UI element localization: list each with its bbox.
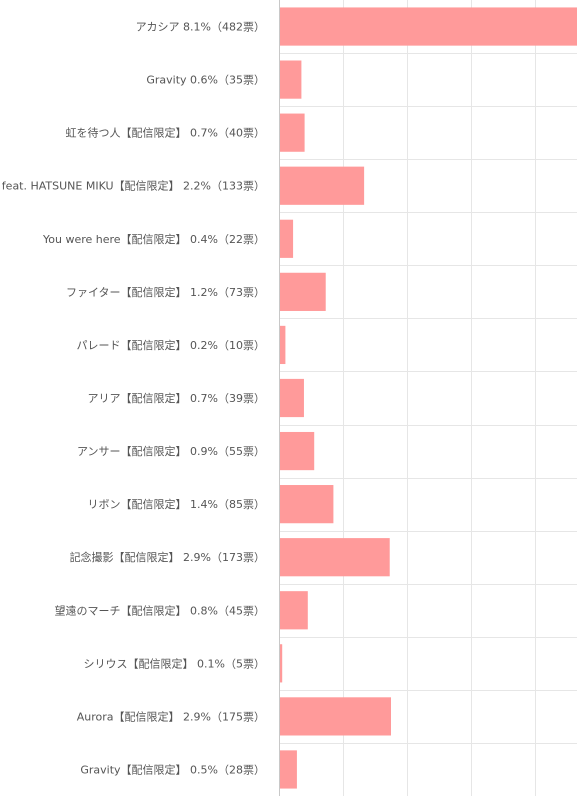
bar[interactable] bbox=[279, 378, 304, 418]
category-label: Aurora【配信限定】 2.9%（175票） bbox=[77, 709, 265, 723]
category-label: シリウス【配信限定】 0.1%（5票） bbox=[84, 656, 265, 670]
category-label: 記念撮影【配信限定】 2.9%（173票） bbox=[70, 550, 265, 564]
bar[interactable] bbox=[279, 485, 334, 524]
bar[interactable] bbox=[279, 591, 308, 630]
category-label: ファイター【配信限定】 1.2%（73票） bbox=[66, 285, 265, 299]
bar[interactable] bbox=[279, 538, 390, 577]
category-label: アリア【配信限定】 0.7%（39票） bbox=[88, 391, 265, 405]
bar[interactable] bbox=[279, 219, 294, 258]
grid-lines bbox=[279, 0, 577, 796]
bar[interactable] bbox=[279, 113, 305, 152]
bar[interactable] bbox=[279, 644, 283, 683]
bar[interactable] bbox=[279, 7, 577, 46]
bars bbox=[279, 7, 577, 789]
bar[interactable] bbox=[279, 750, 297, 789]
category-label: アカシア 8.1%（482票） bbox=[136, 21, 265, 34]
category-label: Gravity 0.6%（35票） bbox=[146, 74, 265, 87]
category-labels: アカシア 8.1%（482票） Gravity 0.6%（35票） 虹を待つ人【配信… bbox=[0, 21, 265, 777]
bar[interactable] bbox=[279, 60, 302, 99]
bar[interactable] bbox=[279, 431, 315, 471]
category-label: 望遠のマーチ【配信限定】 0.8%（45票） bbox=[55, 603, 265, 617]
category-label: アンサー【配信限定】 0.9%（55票） bbox=[77, 444, 265, 458]
category-label: パレード【配信限定】 0.2%（10票） bbox=[77, 338, 265, 352]
bar[interactable] bbox=[279, 272, 326, 311]
category-label: 虹を待つ人【配信限定】 0.7%（40票） bbox=[66, 126, 265, 140]
bar[interactable] bbox=[279, 325, 286, 365]
category-label: リボン【配信限定】 1.4%（85票） bbox=[88, 497, 265, 511]
category-label: You were here【配信限定】 0.4%（22票） bbox=[42, 232, 265, 246]
category-label: Gravity【配信限定】 0.5%（28票） bbox=[80, 762, 265, 776]
bar[interactable] bbox=[279, 166, 365, 205]
bar[interactable] bbox=[279, 697, 391, 736]
category-label: ray feat. HATSUNE MIKU【配信限定】 2.2%（133票） bbox=[0, 179, 265, 193]
